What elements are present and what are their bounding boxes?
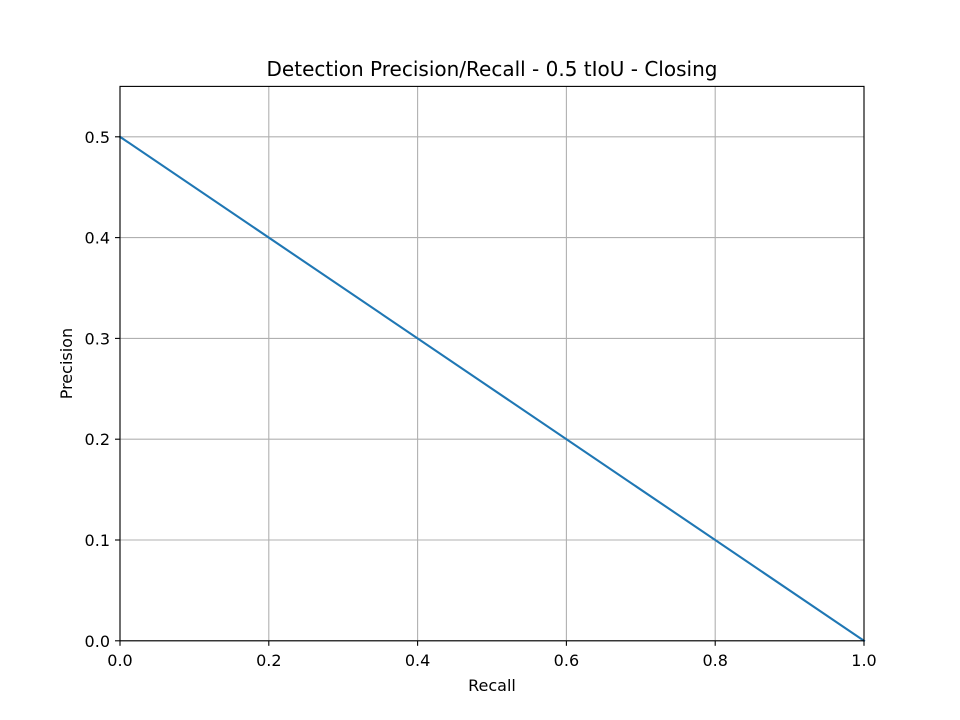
chart-title: Detection Precision/Recall - 0.5 tIoU - … xyxy=(267,57,718,81)
y-tick-label: 0.3 xyxy=(85,329,110,348)
x-axis-label: Recall xyxy=(468,676,516,695)
x-tick-label: 0.0 xyxy=(107,651,132,670)
tick-layer: 0.0 0.2 0.4 0.6 0.8 1.0 0.0 0.1 0.2 0.3 0.4 0.5 xyxy=(85,128,877,670)
y-tick-label: 0.5 xyxy=(85,128,110,147)
x-tick-label: 1.0 xyxy=(851,651,876,670)
y-tick-label: 0.4 xyxy=(85,229,110,248)
x-tick-label: 0.2 xyxy=(256,651,281,670)
x-tick-label: 0.6 xyxy=(554,651,579,670)
plot-frame xyxy=(119,85,865,642)
y-tick-label: 0.1 xyxy=(85,531,110,550)
x-tick-label: 0.4 xyxy=(405,651,430,670)
x-tick-label: 0.8 xyxy=(702,651,727,670)
y-tick-label: 0.0 xyxy=(85,632,110,651)
grid-layer xyxy=(119,86,865,642)
series-layer xyxy=(118,135,866,643)
series-line-0 xyxy=(118,135,866,643)
y-axis-label: Precision xyxy=(57,328,76,399)
y-tick-label: 0.2 xyxy=(85,430,110,449)
